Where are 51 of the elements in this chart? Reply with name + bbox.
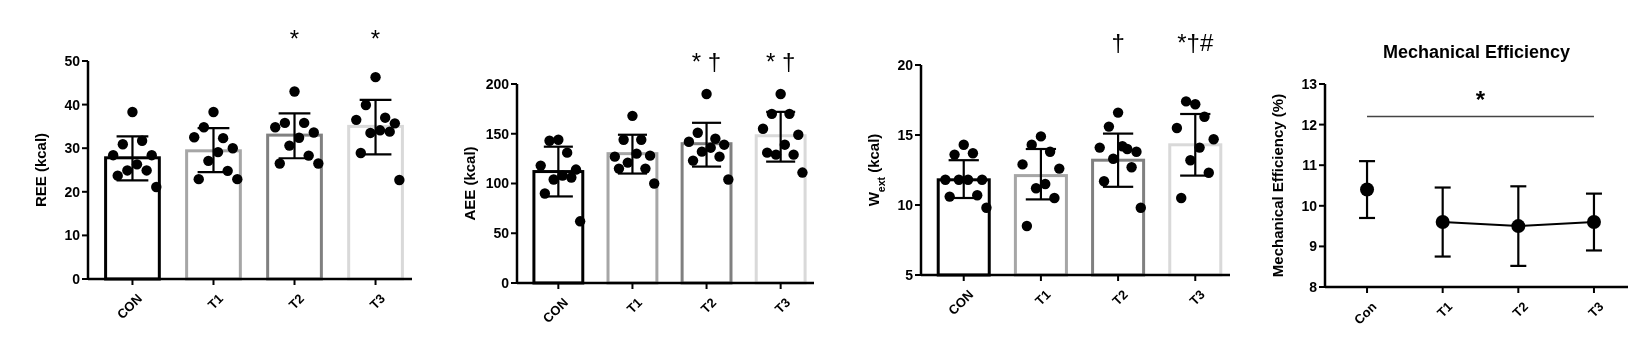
y-tick-label: 13 xyxy=(1301,75,1318,92)
y-tick-label: 8 xyxy=(1309,278,1318,295)
x-tick-label: Con xyxy=(1351,298,1380,328)
bar xyxy=(347,124,404,281)
y-tick-label: 10 xyxy=(897,196,914,213)
y-tick-label: 50 xyxy=(493,225,510,242)
x-tick-label: T2 xyxy=(285,290,308,313)
bar xyxy=(754,134,807,285)
x-tick-label: T3 xyxy=(1186,286,1208,309)
bar xyxy=(266,133,323,281)
text: † xyxy=(1111,29,1125,56)
y-tick-label: 12 xyxy=(1301,116,1318,133)
y-tick-label: 15 xyxy=(897,126,914,143)
y-tick-label: 200 xyxy=(485,75,510,92)
y-tick-label: 40 xyxy=(64,96,81,113)
bar xyxy=(606,152,659,285)
y-axis-title: Mechanical Efficiency (%) xyxy=(1269,93,1286,278)
text: * † xyxy=(691,48,722,75)
y-tick-label: 50 xyxy=(64,52,81,69)
y-tick-label: 150 xyxy=(485,125,510,142)
x-tick-label: T1 xyxy=(1032,286,1054,309)
x-tick-label: T1 xyxy=(623,294,645,317)
y-tick-label: 0 xyxy=(501,274,510,291)
y-axis-title: REE (kcal) xyxy=(32,132,49,208)
bar xyxy=(680,142,733,285)
text: * xyxy=(289,25,300,52)
chart-title: Mechanical Efficiency xyxy=(1382,42,1571,62)
y-tick-label: 100 xyxy=(485,175,510,192)
x-tick-label: T2 xyxy=(1109,286,1131,309)
x-tick-label: T2 xyxy=(697,294,720,317)
x-tick-label: T3 xyxy=(771,294,794,317)
x-tick-label: T1 xyxy=(204,290,227,313)
x-tick-label: T1 xyxy=(1433,298,1456,321)
y-tick-label: 20 xyxy=(64,183,81,200)
text: * xyxy=(370,25,381,52)
x-tick-label: T3 xyxy=(366,290,389,313)
bar xyxy=(185,149,242,281)
text: * † xyxy=(765,48,796,75)
y-tick-label: 20 xyxy=(897,56,914,73)
y-tick-label: 10 xyxy=(64,227,81,244)
y-tick-label: 11 xyxy=(1302,157,1318,174)
y-tick-label: 30 xyxy=(64,140,81,157)
ref-line-label: * xyxy=(1475,86,1486,114)
y-axis-title: AEE (kcal) xyxy=(461,146,478,221)
y-tick-label: 0 xyxy=(72,270,81,287)
y-tick-label: 10 xyxy=(1301,197,1318,214)
y-tick-label: 9 xyxy=(1309,238,1318,255)
x-tick-label: T3 xyxy=(1585,298,1607,321)
text: *†# xyxy=(1177,29,1214,56)
x-tick-label: T2 xyxy=(1509,298,1531,321)
y-tick-label: 5 xyxy=(905,266,914,283)
